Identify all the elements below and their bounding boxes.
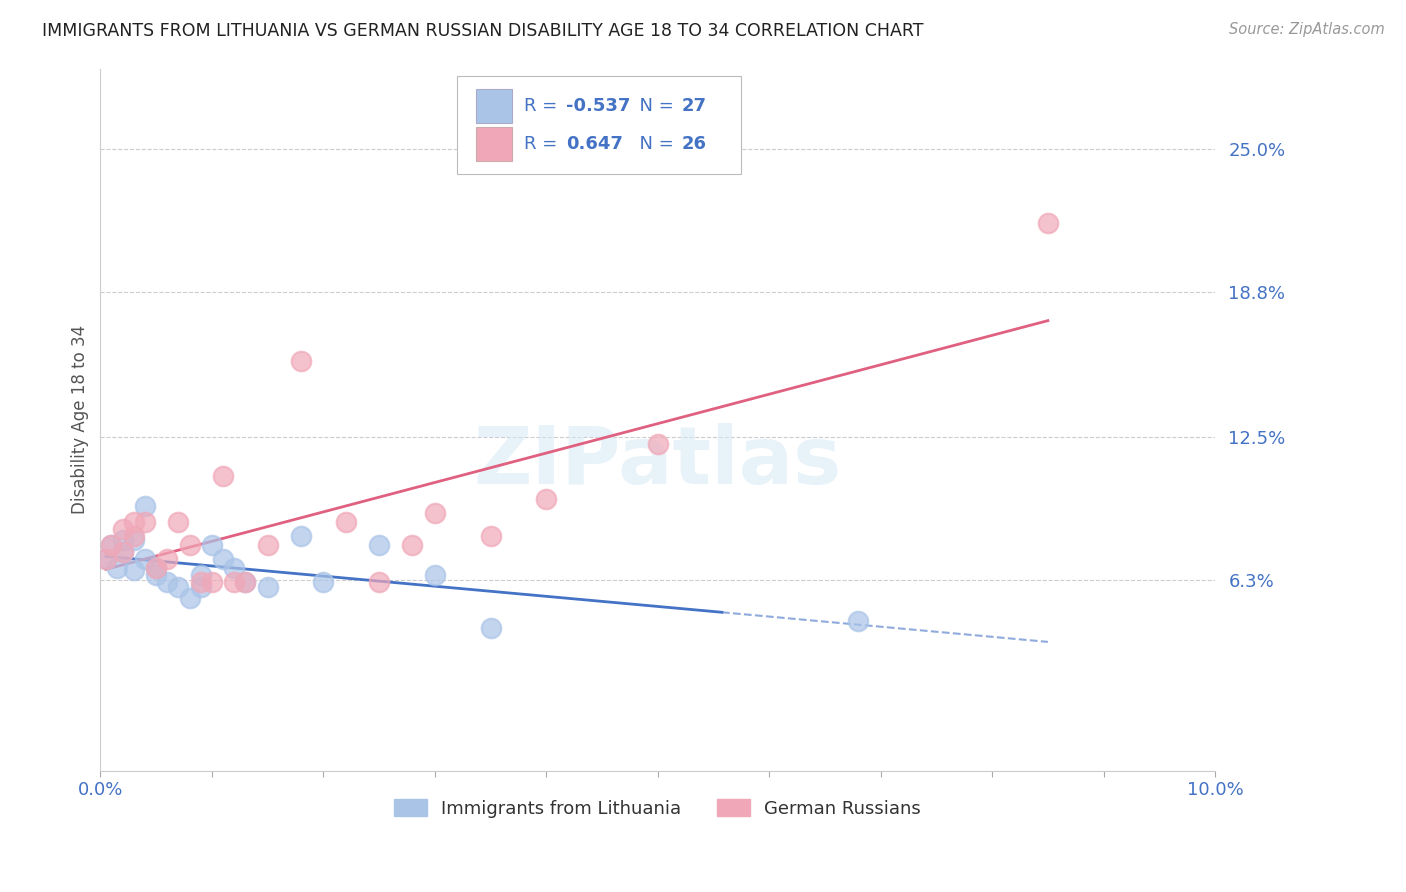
Point <box>536 491 558 506</box>
Point <box>134 499 156 513</box>
FancyBboxPatch shape <box>457 76 741 174</box>
Point <box>145 568 167 582</box>
Point <box>233 574 256 589</box>
Text: IMMIGRANTS FROM LITHUANIA VS GERMAN RUSSIAN DISABILITY AGE 18 TO 34 CORRELATION : IMMIGRANTS FROM LITHUANIA VS GERMAN RUSS… <box>42 22 924 40</box>
Point <box>190 568 212 582</box>
Point <box>368 538 391 552</box>
Point <box>94 552 117 566</box>
Text: 27: 27 <box>681 96 706 115</box>
Point <box>256 538 278 552</box>
Text: -0.537: -0.537 <box>567 96 631 115</box>
Point <box>134 552 156 566</box>
Point <box>179 591 201 605</box>
Text: R =: R = <box>524 135 562 153</box>
Point <box>100 538 122 552</box>
Point <box>100 538 122 552</box>
Point <box>479 529 502 543</box>
Point <box>423 568 446 582</box>
Point <box>122 529 145 543</box>
Point <box>111 522 134 536</box>
Point <box>94 552 117 566</box>
Point <box>312 574 335 589</box>
Point <box>167 580 190 594</box>
Bar <box>477 89 512 122</box>
Text: Source: ZipAtlas.com: Source: ZipAtlas.com <box>1229 22 1385 37</box>
Text: N =: N = <box>627 96 679 115</box>
Point <box>212 552 235 566</box>
Text: 0.647: 0.647 <box>567 135 623 153</box>
Bar <box>477 127 512 161</box>
Y-axis label: Disability Age 18 to 34: Disability Age 18 to 34 <box>72 325 89 514</box>
Point <box>212 469 235 483</box>
Legend: Immigrants from Lithuania, German Russians: Immigrants from Lithuania, German Russia… <box>387 791 928 825</box>
Point <box>167 515 190 529</box>
Point <box>105 561 128 575</box>
Point <box>190 574 212 589</box>
Text: R =: R = <box>524 96 562 115</box>
Point <box>335 515 357 529</box>
Text: 26: 26 <box>681 135 706 153</box>
Point <box>256 580 278 594</box>
Point <box>224 561 246 575</box>
Text: N =: N = <box>627 135 679 153</box>
Point <box>156 574 179 589</box>
Point <box>647 437 669 451</box>
Point <box>111 545 134 559</box>
Point <box>848 614 870 628</box>
Point <box>423 506 446 520</box>
Point <box>145 561 167 575</box>
Point <box>233 574 256 589</box>
Point <box>201 538 224 552</box>
Point <box>224 574 246 589</box>
Point <box>290 354 312 368</box>
Point <box>1036 216 1059 230</box>
Point <box>145 561 167 575</box>
Point <box>111 545 134 559</box>
Point <box>290 529 312 543</box>
Point <box>201 574 224 589</box>
Point <box>122 515 145 529</box>
Point <box>134 515 156 529</box>
Point <box>122 533 145 548</box>
Point <box>401 538 423 552</box>
Text: ZIPatlas: ZIPatlas <box>474 423 842 500</box>
Point <box>179 538 201 552</box>
Point <box>368 574 391 589</box>
Point <box>111 533 134 548</box>
Point <box>122 563 145 577</box>
Point <box>156 552 179 566</box>
Point <box>190 580 212 594</box>
Point <box>479 621 502 635</box>
